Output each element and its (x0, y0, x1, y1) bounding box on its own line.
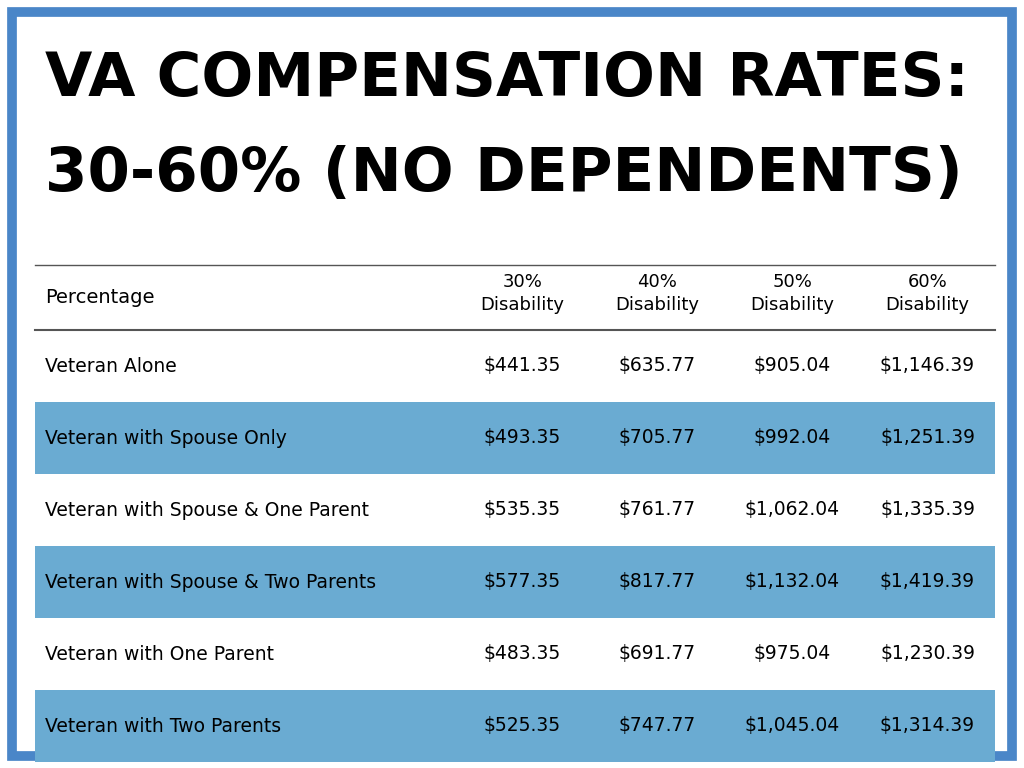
Text: $1,314.39: $1,314.39 (880, 717, 975, 736)
Text: $975.04: $975.04 (754, 644, 831, 664)
Text: $1,045.04: $1,045.04 (744, 717, 840, 736)
Text: $761.77: $761.77 (618, 501, 696, 519)
Text: $817.77: $817.77 (618, 572, 696, 591)
Text: $1,251.39: $1,251.39 (880, 429, 975, 448)
Text: $441.35: $441.35 (483, 356, 561, 376)
Text: 40%
Disability: 40% Disability (615, 273, 699, 313)
Text: Veteran with Spouse Only: Veteran with Spouse Only (45, 429, 287, 448)
Text: $905.04: $905.04 (754, 356, 831, 376)
Text: $525.35: $525.35 (484, 717, 561, 736)
Text: $747.77: $747.77 (618, 717, 696, 736)
Text: Veteran with One Parent: Veteran with One Parent (45, 644, 274, 664)
Text: 60%
Disability: 60% Disability (886, 273, 970, 313)
Text: $1,230.39: $1,230.39 (880, 644, 975, 664)
Bar (35, 546, 995, 618)
Text: 30%
Disability: 30% Disability (480, 273, 564, 313)
Bar (35, 690, 995, 762)
Text: $705.77: $705.77 (618, 429, 696, 448)
Text: $535.35: $535.35 (484, 501, 561, 519)
Text: $992.04: $992.04 (754, 429, 831, 448)
Text: $1,419.39: $1,419.39 (880, 572, 975, 591)
Text: $1,146.39: $1,146.39 (880, 356, 975, 376)
Text: $577.35: $577.35 (484, 572, 561, 591)
Text: $483.35: $483.35 (484, 644, 561, 664)
Text: Veteran with Two Parents: Veteran with Two Parents (45, 717, 282, 736)
Text: Veteran with Spouse & One Parent: Veteran with Spouse & One Parent (45, 501, 369, 519)
Text: Veteran with Spouse & Two Parents: Veteran with Spouse & Two Parents (45, 572, 376, 591)
Text: $691.77: $691.77 (618, 644, 696, 664)
Text: $1,062.04: $1,062.04 (744, 501, 840, 519)
Text: Percentage: Percentage (45, 288, 155, 307)
Text: 30-60% (NO DEPENDENTS): 30-60% (NO DEPENDENTS) (45, 145, 963, 204)
Text: $1,132.04: $1,132.04 (744, 572, 840, 591)
Text: 50%
Disability: 50% Disability (751, 273, 835, 313)
Text: $635.77: $635.77 (618, 356, 696, 376)
Bar (35, 402, 995, 474)
Text: $1,335.39: $1,335.39 (880, 501, 975, 519)
Text: $493.35: $493.35 (484, 429, 561, 448)
Text: Veteran Alone: Veteran Alone (45, 356, 177, 376)
Text: VA COMPENSATION RATES:: VA COMPENSATION RATES: (45, 50, 969, 109)
